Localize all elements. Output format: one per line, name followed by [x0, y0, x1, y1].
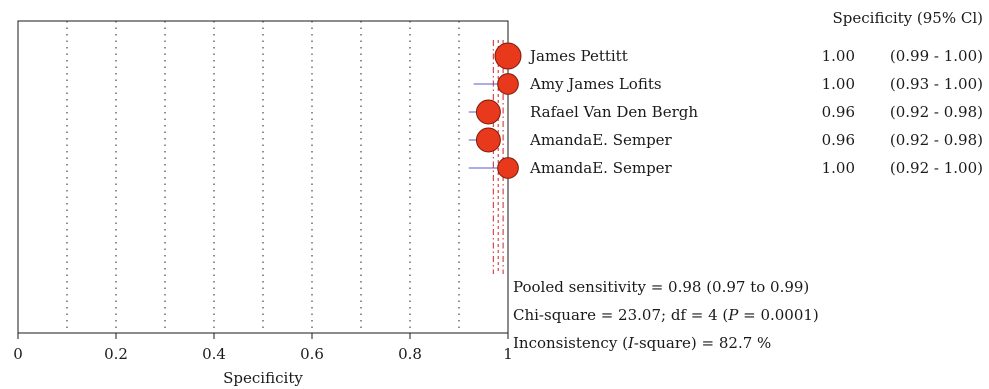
x-tick-label: 0.4: [202, 345, 226, 363]
study-name: James Pettitt: [528, 47, 628, 65]
study-ci: (0.92 - 1.00): [890, 159, 983, 177]
study-name: Amy James Lofits: [529, 75, 662, 93]
study-ci: (0.99 - 1.00): [890, 47, 983, 65]
study-estimate: 1.00: [822, 159, 855, 177]
i-symbol: I: [627, 334, 634, 352]
study-estimate: 1.00: [822, 47, 855, 65]
column-header: Specificity (95% Cl): [832, 9, 983, 27]
study-marker: [475, 99, 501, 125]
study-ci: (0.92 - 0.98): [890, 131, 983, 149]
study-name: AmandaE. Semper: [529, 159, 673, 177]
study-ci: (0.93 - 1.00): [890, 75, 983, 93]
p-symbol: P: [728, 306, 739, 324]
inconsistency-text: Inconsistency (I-square) = 82.7 %: [513, 334, 771, 352]
study-marker: [497, 73, 519, 95]
study-estimate: 0.96: [822, 103, 855, 121]
x-tick-label: 0: [13, 345, 23, 363]
x-tick-label: 0.8: [398, 345, 422, 363]
study-name: Rafael Van Den Bergh: [530, 103, 698, 121]
x-axis: 0 0.2 0.4 0.6 0.8 1: [13, 333, 513, 363]
study-estimate: 0.96: [822, 131, 855, 149]
inconsistency-prefix: Inconsistency (: [513, 334, 628, 352]
pooled-estimate-band: [492, 40, 504, 274]
grid-lines: [66, 21, 460, 333]
chi-square-prefix: Chi-square = 23.07; df = 4 (: [513, 306, 729, 324]
study-marker: [475, 127, 501, 153]
study-marker: [494, 42, 522, 70]
study-name: AmandaE. Semper: [529, 131, 673, 149]
study-labels: James Pettitt 1.00 (0.99 - 1.00) Amy James …: [528, 47, 983, 177]
chi-square-text: Chi-square = 23.07; df = 4 (P = 0.0001): [513, 306, 819, 324]
inconsistency-suffix: -square) = 82.7 %: [633, 334, 772, 352]
study-markers: [475, 42, 522, 179]
x-tick-label: 0.2: [104, 345, 128, 363]
study-ci: (0.92 - 0.98): [890, 103, 983, 121]
chi-square-suffix: = 0.0001): [738, 306, 819, 324]
study-estimate: 1.00: [822, 75, 855, 93]
x-axis-label: Specificity: [223, 369, 303, 387]
study-marker: [497, 157, 519, 179]
pooled-sensitivity-text: Pooled sensitivity = 0.98 (0.97 to 0.99): [513, 278, 810, 296]
x-tick-label: 1: [503, 345, 513, 363]
x-tick-label: 0.6: [300, 345, 324, 363]
